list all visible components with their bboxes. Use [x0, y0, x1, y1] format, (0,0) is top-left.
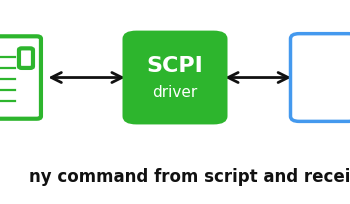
FancyBboxPatch shape	[19, 48, 33, 68]
FancyBboxPatch shape	[0, 36, 41, 119]
Text: ny command from script and receiving: ny command from script and receiving	[29, 169, 350, 186]
FancyBboxPatch shape	[290, 34, 350, 121]
FancyBboxPatch shape	[122, 31, 228, 124]
Text: driver: driver	[152, 85, 198, 100]
Text: SCPI: SCPI	[147, 56, 203, 76]
